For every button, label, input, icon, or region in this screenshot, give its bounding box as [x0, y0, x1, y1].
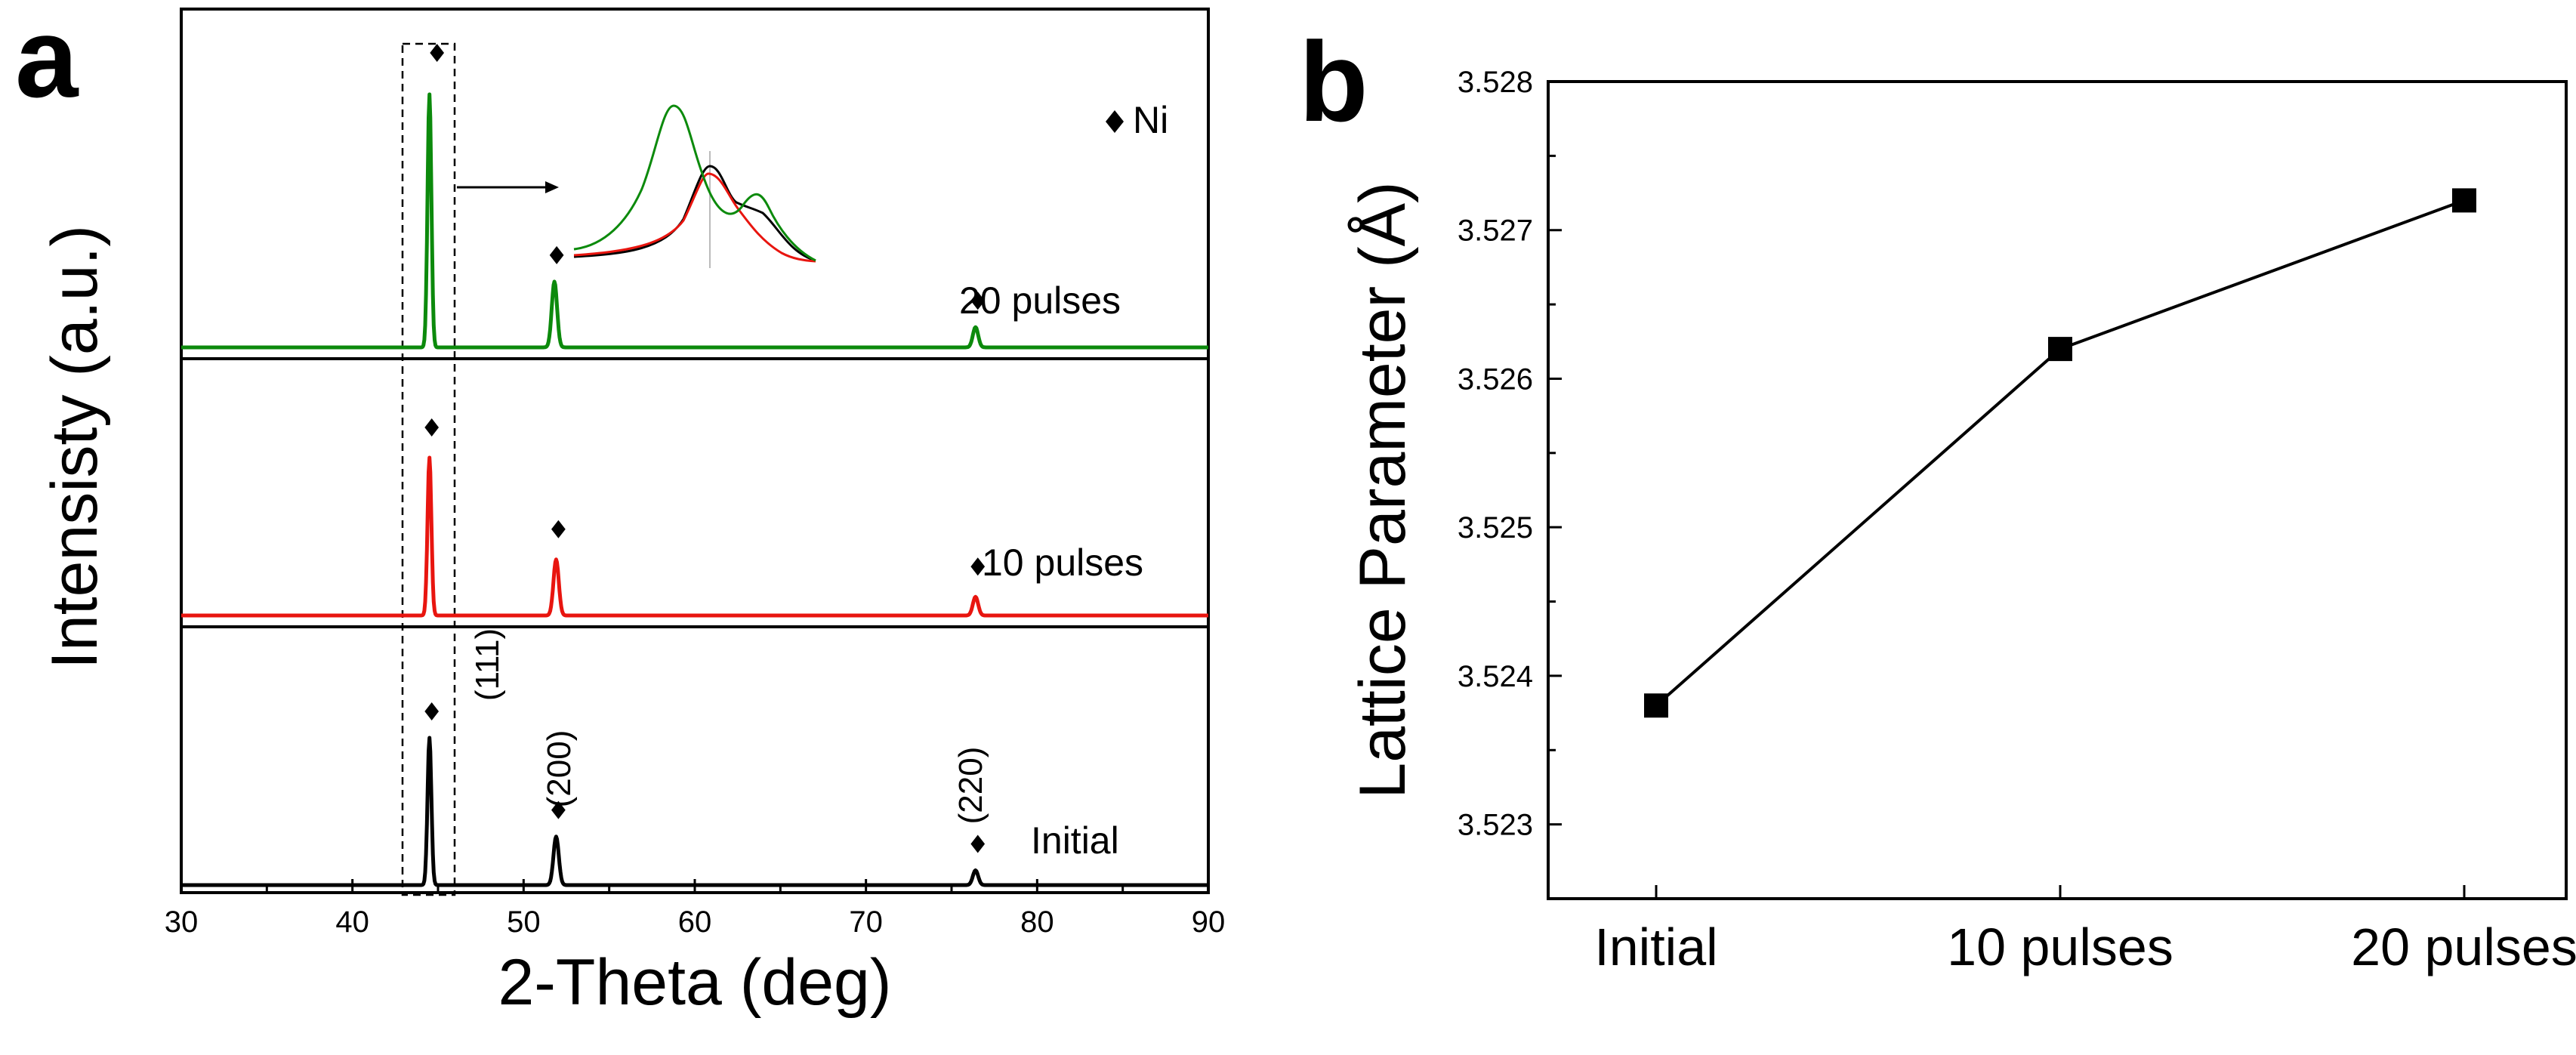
panel-label-a: a	[15, 0, 79, 121]
x-axis-category-labels: Initial 10 pulses 20 pulses	[1594, 918, 2576, 976]
y-axis-title-a: Intensisty (a.u.)	[39, 225, 111, 669]
y-tick-label: 3.526	[1458, 362, 1533, 396]
miller-index-label: (220)	[952, 747, 989, 825]
x-axis-ticks-b	[1655, 885, 2466, 899]
ni-marker-initial	[551, 801, 566, 819]
lattice-chart-panel: 3.523 3.524 3.525 3.526 3.527 3.528 Initial 10…	[1347, 66, 2576, 976]
x-tick-label: 50	[507, 905, 541, 939]
inset-peak-zoom	[457, 104, 816, 268]
ni-marker-10-pulses	[551, 520, 566, 538]
panel-label-b: b	[1299, 18, 1368, 145]
series-label-10-pulses: 10 pulses	[982, 541, 1143, 584]
legend-diamond-icon	[1106, 110, 1124, 133]
plot-frame-a	[180, 8, 1210, 894]
y-tick-label: 3.528	[1458, 66, 1533, 99]
inset-curve-20-pulses	[573, 104, 816, 262]
x-axis-tick-labels: 30 40 50 60 70 80 90	[165, 905, 1226, 939]
x-axis-title-a: 2-Theta (deg)	[498, 946, 891, 1019]
legend-label-ni: Ni	[1133, 99, 1168, 141]
y-axis-tick-labels: 3.523 3.524 3.525 3.526 3.527 3.528	[1458, 66, 1533, 842]
category-label: 10 pulses	[1947, 918, 2173, 976]
series-line-initial	[180, 736, 1210, 887]
series-label-20-pulses: 20 pulses	[959, 279, 1121, 322]
ni-marker-20-pulses	[549, 245, 564, 264]
series-labels: 20 pulses 10 pulses Initial	[959, 279, 1143, 862]
category-label: 20 pulses	[2351, 918, 2576, 976]
x-tick-label: 60	[678, 905, 712, 939]
lattice-point	[2048, 337, 2072, 362]
xrd-chart-panel: 30 40 50 60 70 80 90 20 pulses 10 pulses Initial…	[39, 8, 1226, 1019]
ni-marker-initial	[970, 834, 986, 853]
y-tick-label: 3.525	[1458, 511, 1533, 544]
peak-zoom-box	[401, 42, 456, 896]
series-label-initial: Initial	[1031, 819, 1119, 862]
inset-arrow-head	[545, 181, 559, 193]
series-line-20-pulses	[180, 92, 1210, 350]
x-tick-label: 70	[849, 905, 883, 939]
x-tick-label: 30	[165, 905, 199, 939]
inset-curve-initial	[573, 165, 816, 262]
y-tick-label: 3.523	[1458, 809, 1533, 842]
lattice-series	[1644, 188, 2476, 718]
inset-curve-10-pulses	[573, 172, 816, 263]
ni-marker-initial	[424, 702, 440, 720]
x-tick-label: 80	[1020, 905, 1054, 939]
plot-frame-b	[1547, 80, 2568, 900]
lattice-point	[2452, 188, 2476, 213]
ni-marker-10-pulses	[970, 557, 986, 576]
miller-index-label: (111)	[469, 628, 506, 701]
y-tick-label: 3.527	[1458, 214, 1533, 248]
xrd-series-group	[180, 92, 1210, 887]
ni-peak-markers	[424, 44, 986, 853]
category-label: Initial	[1594, 918, 1717, 976]
ni-marker-20-pulses	[430, 44, 445, 62]
ni-marker-20-pulses	[970, 292, 986, 310]
y-axis-ticks	[1548, 80, 1562, 900]
series-line-10-pulses	[180, 455, 1210, 618]
miller-index-label: (200)	[541, 730, 578, 808]
x-tick-label: 90	[1192, 905, 1226, 939]
lattice-point	[1644, 693, 1668, 718]
y-tick-label: 3.524	[1458, 660, 1533, 693]
ni-marker-10-pulses	[424, 418, 440, 436]
miller-index-labels: (111) (200) (220)	[469, 628, 989, 824]
lattice-line	[1655, 199, 2465, 707]
legend: Ni	[1106, 99, 1168, 141]
y-axis-title-b: Lattice Parameter (Å)	[1347, 181, 1419, 798]
x-tick-label: 40	[335, 905, 369, 939]
